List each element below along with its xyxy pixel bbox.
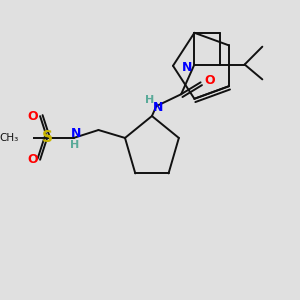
Text: O: O bbox=[28, 110, 38, 123]
Text: CH₃: CH₃ bbox=[0, 133, 19, 143]
Text: O: O bbox=[28, 153, 38, 166]
Text: N: N bbox=[71, 128, 82, 140]
Text: S: S bbox=[42, 130, 53, 146]
Text: H: H bbox=[145, 95, 154, 105]
Text: O: O bbox=[204, 74, 215, 87]
Text: N: N bbox=[182, 61, 193, 74]
Text: N: N bbox=[153, 100, 163, 114]
Text: H: H bbox=[70, 140, 79, 150]
